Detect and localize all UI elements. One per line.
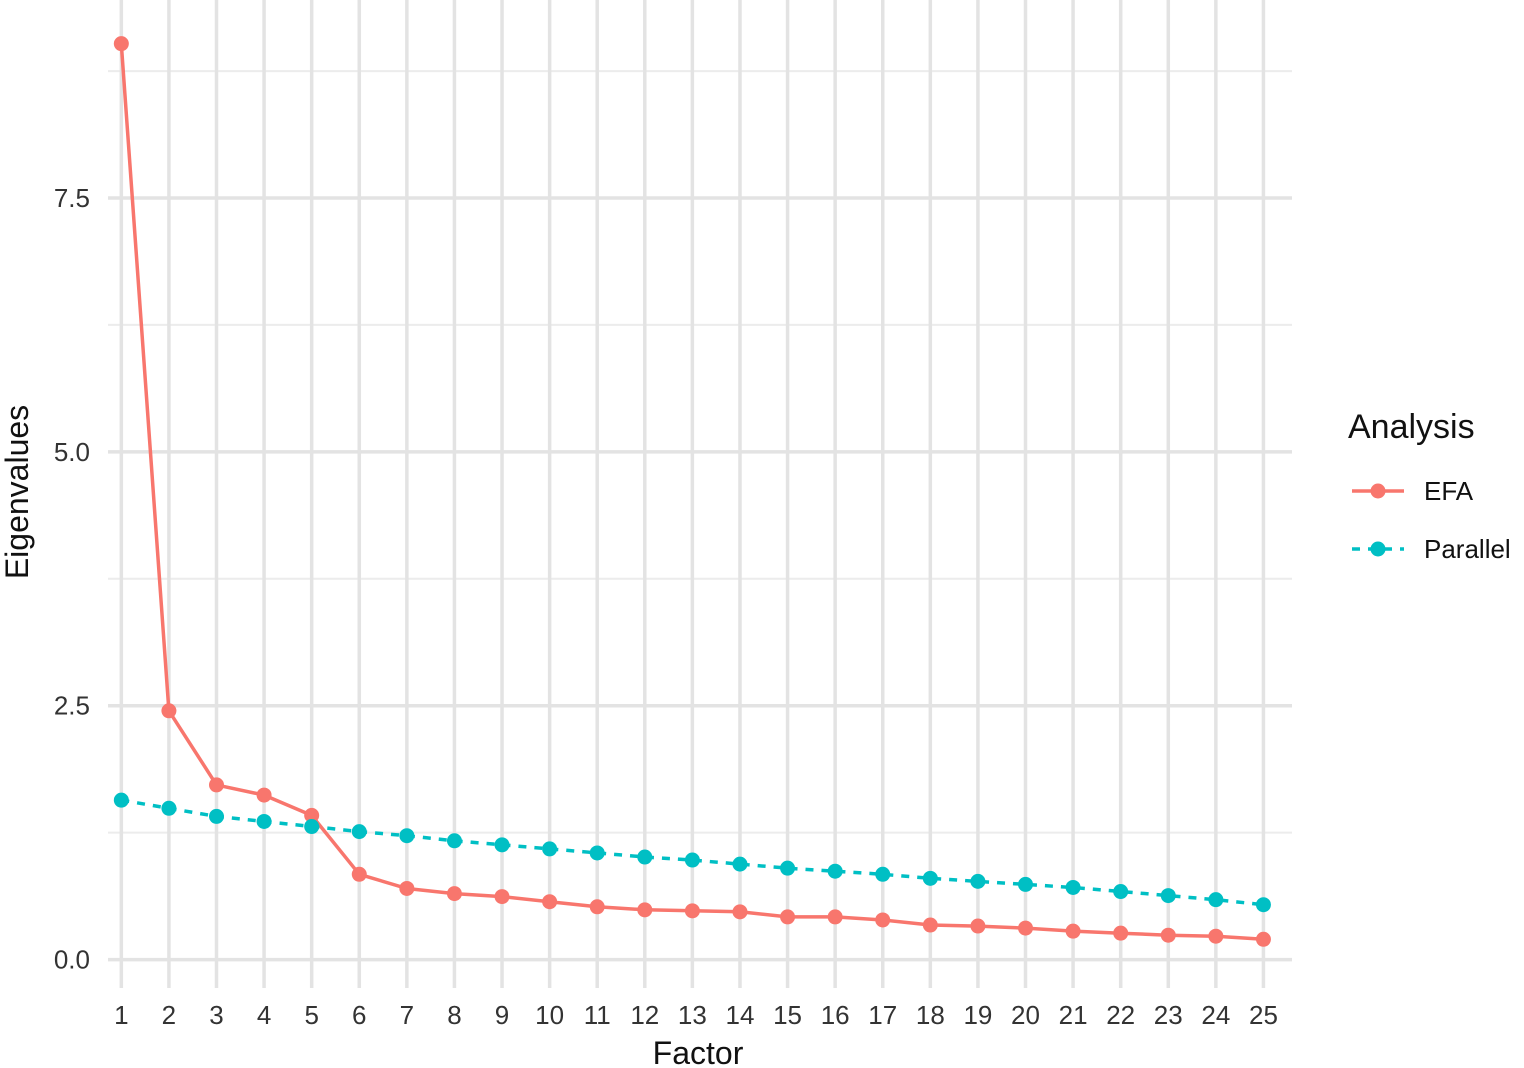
efa-point [351,866,367,882]
x-tick-label: 4 [257,1000,271,1030]
parallel-point [113,792,129,808]
x-tick-label: 3 [209,1000,223,1030]
x-tick-label: 14 [726,1000,755,1030]
series-layer [113,36,1271,947]
parallel-point [1065,879,1081,895]
x-axis-title: Factor [653,1035,744,1068]
efa-point [304,807,320,823]
parallel-point [542,841,558,857]
efa-point [589,899,605,915]
x-tick-label: 21 [1059,1000,1088,1030]
efa-point [494,889,510,905]
efa-point [1113,925,1129,941]
major-gridlines [108,0,1292,988]
parallel-point [780,860,796,876]
parallel-point [589,845,605,861]
parallel-point [446,833,462,849]
y-axis-title: Eigenvalues [0,405,35,579]
x-tick-label: 22 [1106,1000,1135,1030]
x-tick-label: 16 [821,1000,850,1030]
parallel-point [1255,897,1271,913]
y-tick-label: 0.0 [54,945,90,975]
x-tick-label: 13 [678,1000,707,1030]
y-axis-tick-labels: 0.0 2.5 5.0 7.5 [54,183,90,975]
efa-point [542,894,558,910]
x-tick-label: 25 [1249,1000,1278,1030]
parallel-point [1160,888,1176,904]
x-tick-label: 11 [584,1000,611,1030]
legend-label-parallel: Parallel [1424,534,1511,564]
x-tick-label: 17 [868,1000,897,1030]
legend-key-point-parallel [1370,541,1386,557]
x-tick-label: 1 [114,1000,128,1030]
parallel-point [1018,876,1034,892]
efa-point [637,902,653,918]
parallel-point [827,863,843,879]
efa-point [970,918,986,934]
x-tick-label: 2 [162,1000,176,1030]
efa-point [732,904,748,920]
legend: Analysis EFA Parallel [1348,408,1511,564]
efa-point [684,903,700,919]
efa-point [1208,928,1224,944]
legend-label-efa: EFA [1424,476,1474,506]
x-tick-label: 7 [400,1000,414,1030]
parallel-point [161,800,177,816]
x-tick-label: 6 [352,1000,366,1030]
efa-point [875,912,891,928]
efa-point [1160,927,1176,943]
parallel-point [304,819,320,835]
y-tick-label: 2.5 [54,691,90,721]
efa-point [399,880,415,896]
x-tick-label: 20 [1011,1000,1040,1030]
efa-point [827,909,843,925]
efa-point [922,917,938,933]
minor-gridlines [108,70,1292,834]
x-tick-label: 24 [1201,1000,1230,1030]
efa-point [161,703,177,719]
efa-point [780,909,796,925]
legend-title: Analysis [1348,408,1475,446]
x-tick-label: 12 [630,1000,659,1030]
parallel-point [494,837,510,853]
efa-point [209,777,225,793]
efa-point [1065,923,1081,939]
x-tick-label: 18 [916,1000,945,1030]
parallel-point [922,870,938,886]
efa-point [256,787,272,803]
x-axis-tick-labels: 1 2 3 4 5 6 7 8 9 10 11 12 13 14 15 16 17 18 19 20 21 22 23 24 2… [114,1000,1278,1030]
legend-key-point-efa [1370,483,1386,499]
parallel-point [732,856,748,872]
parallel-point [1208,892,1224,908]
efa-point [1018,920,1034,936]
parallel-point [875,866,891,882]
y-tick-label: 7.5 [54,183,90,213]
parallel-point [970,873,986,889]
x-tick-label: 10 [535,1000,564,1030]
parallel-point [399,828,415,844]
x-tick-label: 19 [963,1000,992,1030]
efa-point [113,36,129,52]
parallel-point [684,852,700,868]
x-tick-label: 15 [773,1000,802,1030]
parallel-point [209,808,225,824]
efa-point [446,886,462,902]
parallel-point [256,813,272,829]
efa-point [1255,931,1271,947]
x-tick-label: 8 [447,1000,461,1030]
parallel-point [351,824,367,840]
x-tick-label: 9 [495,1000,509,1030]
x-tick-label: 23 [1154,1000,1183,1030]
parallel-point [1113,884,1129,900]
y-tick-label: 5.0 [54,437,90,467]
x-tick-label: 5 [304,1000,318,1030]
parallel-point [637,849,653,865]
